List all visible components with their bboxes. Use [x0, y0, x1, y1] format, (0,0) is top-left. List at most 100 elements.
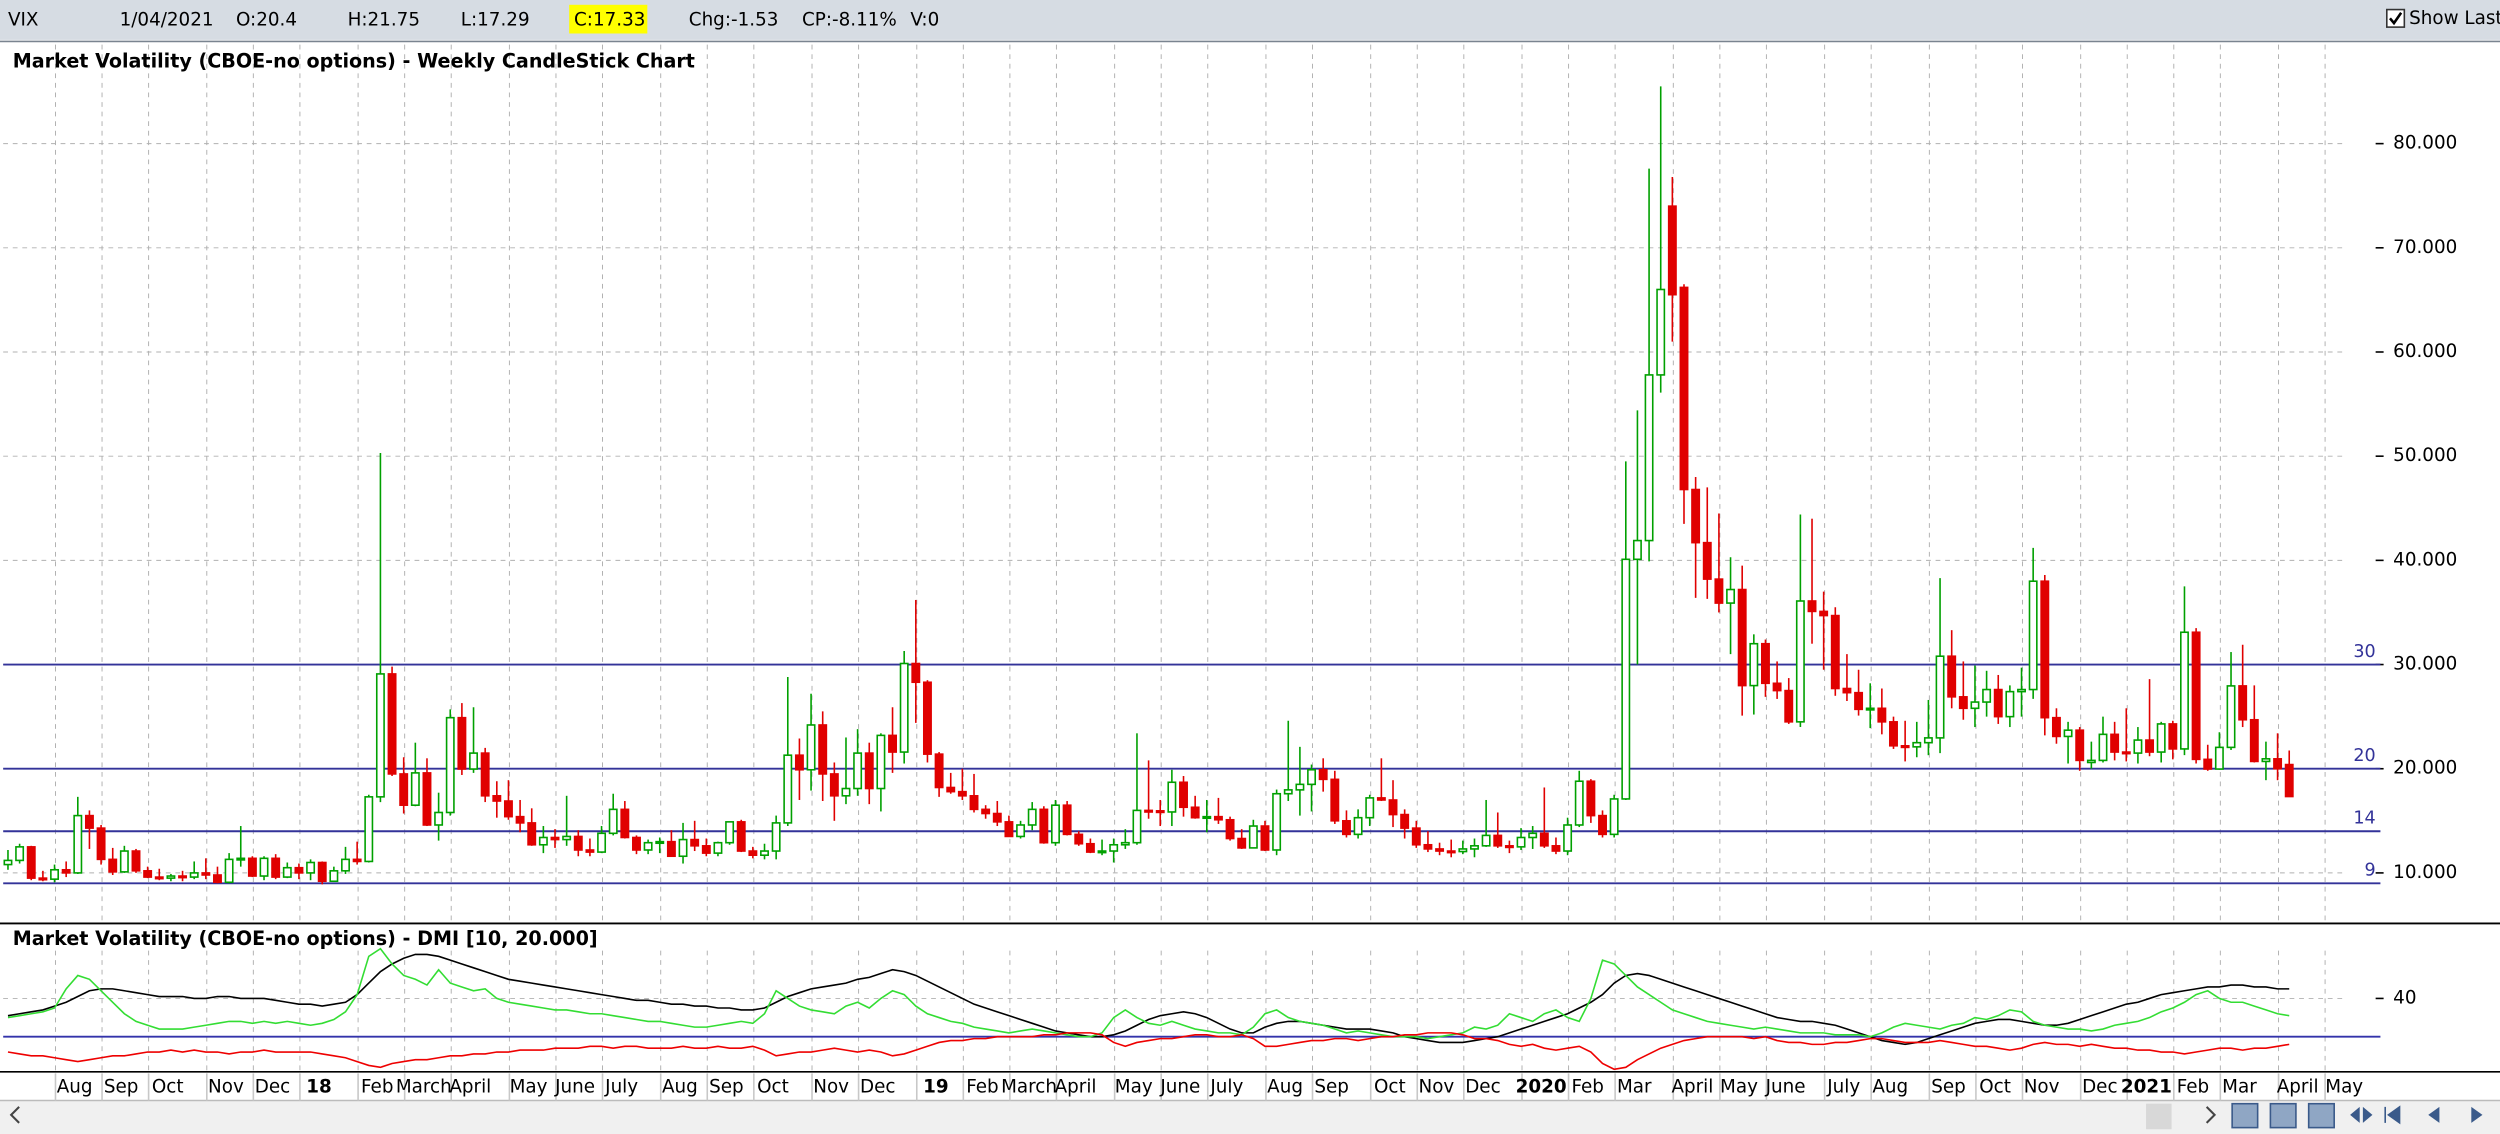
x-tick-label: April	[1055, 1077, 1097, 1098]
x-tick-label: March	[396, 1077, 452, 1098]
candle-body	[1737, 588, 1747, 687]
candle-body	[38, 877, 48, 881]
fit-button[interactable]	[2350, 1106, 2373, 1123]
candle-body	[1225, 818, 1235, 840]
show-last-label[interactable]: Show Last	[2409, 8, 2500, 29]
candle-body	[1353, 816, 1363, 836]
candle-body	[2005, 690, 2015, 718]
candle-body	[1504, 845, 1514, 849]
checkmark	[2389, 12, 2403, 26]
candle-body	[1609, 798, 1619, 836]
scrollbar[interactable]	[0, 1100, 2500, 1134]
candle-body	[1784, 689, 1794, 723]
candle-body	[853, 752, 863, 790]
candle-body	[1493, 834, 1503, 847]
y-tick-label: 70.000	[2393, 237, 2457, 258]
candle-body	[2284, 763, 2294, 798]
candle-body	[794, 754, 804, 771]
candle-body	[1679, 286, 1689, 491]
candle-body	[1935, 655, 1945, 739]
x-tick-label: 19	[923, 1077, 949, 1098]
candle-body	[713, 841, 723, 854]
candle-body	[1551, 845, 1561, 852]
indicator-line	[7, 947, 2290, 1040]
candle-body	[1202, 815, 1212, 820]
close-highlight	[569, 4, 648, 34]
x-tick-label: Mar	[2222, 1077, 2257, 1098]
candle-body	[1947, 655, 1957, 698]
y-tick-label: 20.000	[2393, 758, 2457, 779]
candle-body	[2040, 580, 2050, 719]
candle-body	[2203, 758, 2213, 770]
candle-body	[457, 716, 467, 770]
settings-button[interactable]	[2307, 1102, 2335, 1129]
chart-title: Market Volatility (CBOE-no options) - We…	[13, 50, 695, 73]
candle-body	[352, 858, 362, 863]
candle-body	[760, 850, 769, 856]
candle-body	[992, 812, 1002, 823]
candle-body	[213, 874, 222, 884]
candle-body	[178, 875, 188, 879]
x-tick-label: Sep	[104, 1077, 139, 1098]
candle-body	[1644, 374, 1654, 542]
symbol: VIX	[8, 10, 38, 31]
candle-body	[1260, 825, 1270, 851]
candle-body	[2145, 739, 2155, 753]
x-tick-label: May	[2325, 1077, 2363, 1098]
candle-body	[678, 838, 688, 858]
prev-button[interactable]	[2428, 1106, 2440, 1123]
candle-body	[1272, 792, 1282, 851]
indicator-line	[7, 1032, 2290, 1071]
candle-body	[1155, 810, 1165, 814]
candle-body	[969, 795, 979, 811]
candle-body	[1958, 696, 1968, 710]
candle-body	[410, 772, 420, 806]
candle-body	[1039, 808, 1049, 844]
candle-body	[1528, 832, 1538, 839]
scroll-thumb[interactable]	[2146, 1103, 2172, 1130]
candle-body	[2133, 739, 2143, 754]
candle-body	[445, 716, 455, 814]
x-tick-label: Sep	[709, 1077, 744, 1098]
zoom-button[interactable]	[2231, 1102, 2259, 1129]
show-last-checkbox[interactable]	[2386, 8, 2406, 28]
x-tick-label: Nov	[208, 1077, 244, 1098]
candle-body	[748, 850, 758, 856]
x-tick-label: Aug	[1872, 1077, 1908, 1098]
x-tick-label: Nov	[813, 1077, 849, 1098]
candle-body	[806, 724, 816, 771]
scroll-right[interactable]	[2205, 1106, 2217, 1124]
x-tick-label: May	[1720, 1077, 1758, 1098]
zoom-out-button[interactable]	[2269, 1102, 2297, 1129]
candle-body	[119, 850, 129, 873]
y-tick-label: 80.000	[2393, 133, 2457, 154]
candle-body	[1435, 848, 1445, 852]
candle-body	[1446, 850, 1456, 854]
candle-body	[1458, 848, 1468, 853]
candle-body	[1365, 797, 1375, 819]
candle-body	[2249, 718, 2259, 763]
reference-label: 30	[2353, 642, 2375, 662]
candle-body	[1376, 797, 1386, 801]
candle-body	[166, 875, 176, 879]
x-tick-label: Feb	[2177, 1077, 2209, 1098]
candle-body	[538, 836, 548, 846]
candle-body	[1237, 837, 1247, 849]
candle-body	[2214, 746, 2224, 770]
first-button[interactable]	[2384, 1105, 2401, 1125]
scroll-left[interactable]	[9, 1106, 20, 1124]
candle-body	[957, 790, 967, 797]
candle-body	[294, 866, 304, 874]
candle-body	[422, 772, 432, 826]
x-tick-label: June	[1765, 1077, 1806, 1098]
x-tick-label: 2020	[1516, 1077, 1567, 1098]
candle-body	[1702, 541, 1712, 580]
quote-change-pct: CP:-8.11%	[802, 10, 897, 31]
next-button[interactable]	[2471, 1106, 2483, 1123]
candle-body	[1900, 745, 1910, 749]
candle-body	[399, 773, 409, 806]
quote-low: L:17.29	[461, 10, 530, 31]
candle-body	[1761, 642, 1770, 685]
x-tick-label: July	[604, 1077, 638, 1098]
candle-body	[725, 821, 735, 844]
